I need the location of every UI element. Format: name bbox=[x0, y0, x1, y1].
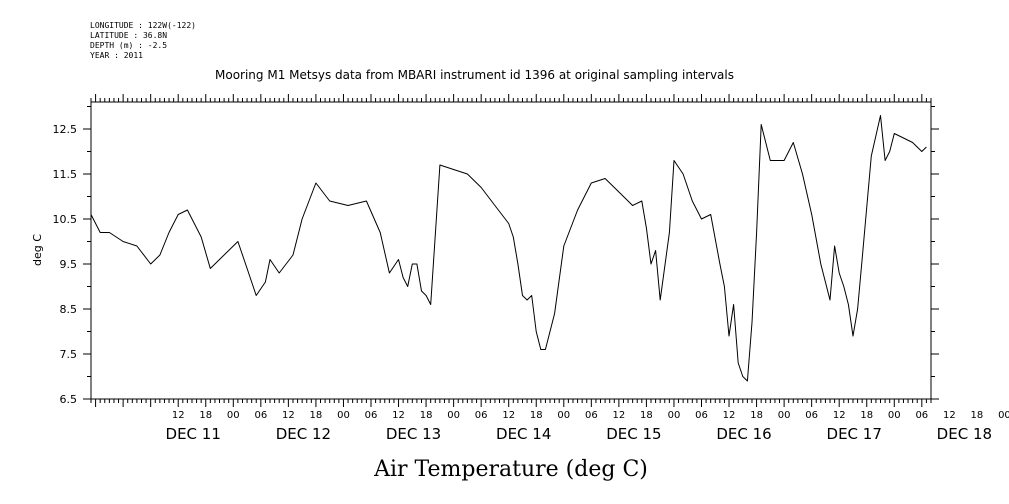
x-tick-label: 00 bbox=[447, 410, 460, 421]
x-tick-label: 18 bbox=[750, 410, 763, 421]
x-tick-label: 00 bbox=[888, 410, 901, 421]
x-tick-label: 06 bbox=[254, 410, 267, 421]
metadata-depth: DEPTH (m) : -2.5 bbox=[90, 41, 168, 50]
x-axis-label: Air Temperature (deg C) bbox=[373, 457, 648, 482]
y-tick-label: 9.5 bbox=[60, 258, 78, 271]
x-day-label: DEC 15 bbox=[606, 425, 661, 443]
x-tick-label: 12 bbox=[172, 410, 185, 421]
x-tick-label: 00 bbox=[998, 410, 1009, 421]
series-group bbox=[90, 115, 927, 382]
x-day-label: DEC 18 bbox=[937, 425, 992, 443]
x-day-label: DEC 14 bbox=[496, 425, 551, 443]
x-tick-label: 06 bbox=[805, 410, 818, 421]
x-day-label: DEC 16 bbox=[716, 425, 771, 443]
x-tick-label: 18 bbox=[420, 410, 433, 421]
x-tick-label: 00 bbox=[668, 410, 681, 421]
x-tick-label: 18 bbox=[971, 410, 984, 421]
x-tick-label: 12 bbox=[392, 410, 405, 421]
y-tick-label: 11.5 bbox=[53, 168, 78, 181]
x-tick-label: 18 bbox=[860, 410, 873, 421]
metadata-latitude: LATITUDE : 36.8N bbox=[90, 31, 168, 40]
y-tick-label: 8.5 bbox=[60, 303, 78, 316]
x-tick-label: 06 bbox=[585, 410, 598, 421]
x-tick-label: 18 bbox=[640, 410, 653, 421]
x-tick-label: 00 bbox=[227, 410, 240, 421]
chart-title: Mooring M1 Metsys data from MBARI instru… bbox=[215, 68, 734, 82]
x-tick-labels: 12 18 00 06 12 18 00 06 12 18 00 06 12 18 00 06 12 18 00 06… bbox=[172, 410, 1009, 421]
x-day-label: DEC 17 bbox=[827, 425, 882, 443]
x-day-label: DEC 11 bbox=[166, 425, 221, 443]
x-tick-label: 00 bbox=[557, 410, 570, 421]
plot-border bbox=[90, 101, 932, 400]
x-day-label: DEC 13 bbox=[386, 425, 441, 443]
x-tick-label: 06 bbox=[475, 410, 488, 421]
x-tick-label: 12 bbox=[723, 410, 736, 421]
y-tick-label: 12.5 bbox=[53, 123, 78, 136]
x-tick-label: 12 bbox=[833, 410, 846, 421]
y-tick-label: 10.5 bbox=[53, 213, 78, 226]
x-tick-label: 00 bbox=[337, 410, 350, 421]
metadata-block: LONGITUDE : 122W(-122) LATITUDE : 36.8N … bbox=[90, 21, 196, 61]
x-day-labels: DEC 11 DEC 12 DEC 13 DEC 14 DEC 15 DEC 16 DEC … bbox=[166, 425, 993, 443]
x-tick-label: 18 bbox=[310, 410, 323, 421]
y-tick-label: 7.5 bbox=[60, 348, 78, 361]
metadata-year: YEAR : 2011 bbox=[90, 51, 143, 60]
x-tick-label: 18 bbox=[530, 410, 543, 421]
x-tick-label: 06 bbox=[695, 410, 708, 421]
x-tick-label: 06 bbox=[365, 410, 378, 421]
axis-ticks bbox=[83, 94, 939, 407]
plot-frame bbox=[90, 101, 932, 400]
x-tick-label: 00 bbox=[778, 410, 791, 421]
x-tick-label: 12 bbox=[282, 410, 295, 421]
x-tick-label: 18 bbox=[199, 410, 212, 421]
x-tick-label: 12 bbox=[502, 410, 515, 421]
y-axis-label: deg C bbox=[31, 234, 44, 266]
x-tick-label: 12 bbox=[613, 410, 626, 421]
metadata-longitude: LONGITUDE : 122W(-122) bbox=[90, 21, 196, 30]
x-day-label: DEC 12 bbox=[276, 425, 331, 443]
series-line bbox=[90, 115, 927, 382]
x-tick-label: 12 bbox=[943, 410, 956, 421]
y-tick-labels: 6.5 7.5 8.5 9.5 10.5 11.5 12.5 bbox=[53, 123, 78, 406]
x-tick-label: 06 bbox=[915, 410, 928, 421]
y-tick-label: 6.5 bbox=[60, 393, 78, 406]
